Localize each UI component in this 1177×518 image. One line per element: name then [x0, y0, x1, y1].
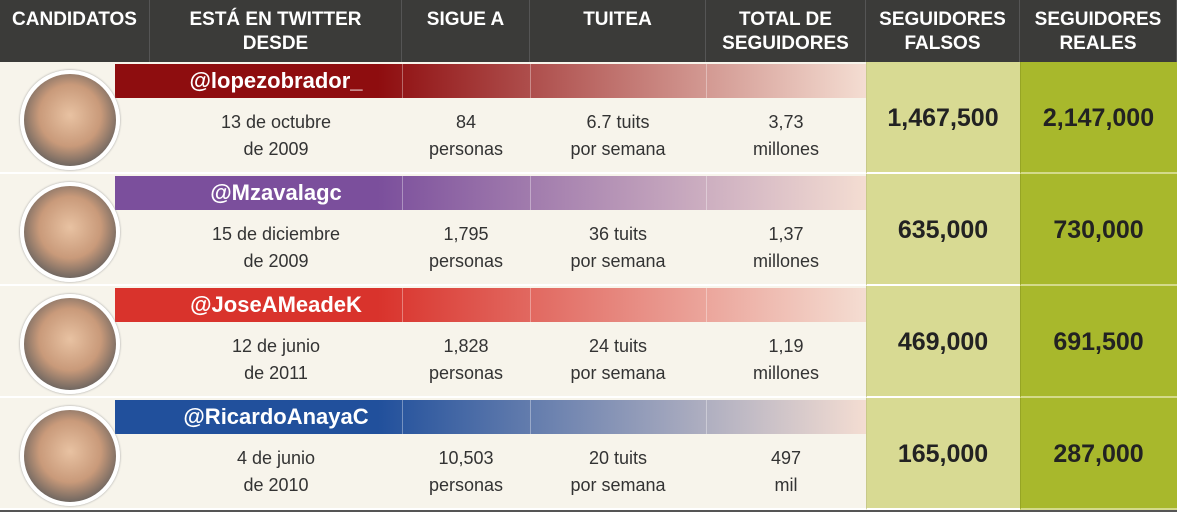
- band-divider: [706, 176, 707, 210]
- band-divider: [706, 288, 707, 322]
- real-followers: 287,000: [1053, 439, 1144, 468]
- fake-bg: [866, 174, 1020, 286]
- band-divider: [706, 400, 707, 434]
- fake-followers: 469,000: [897, 327, 989, 356]
- column-header: SEGUIDORES REALES: [1020, 0, 1177, 62]
- band-divider: [706, 64, 707, 98]
- band-divider: [402, 288, 403, 322]
- tweets-line: por semana: [570, 363, 666, 383]
- tweets-line: 6.7 tuits: [586, 112, 650, 132]
- handle: @RicardoAnayaC: [183, 404, 369, 429]
- tweets-line: 20 tuits: [588, 448, 648, 468]
- real-bg: [1020, 62, 1177, 174]
- real-followers: 730,000: [1053, 215, 1144, 244]
- tweets-line: por semana: [570, 139, 666, 159]
- band-divider: [402, 64, 403, 98]
- bottom-rule: [0, 510, 1177, 512]
- fake-followers: 165,000: [897, 439, 989, 468]
- since-line: de 2011: [244, 363, 308, 383]
- handle: @Mzavalagc: [210, 180, 342, 205]
- follows-line: personas: [428, 251, 504, 271]
- column-header: SEGUIDORES FALSOS: [866, 0, 1020, 62]
- band-divider: [402, 176, 403, 210]
- tweets-line: por semana: [570, 251, 666, 271]
- follows-line: 10,503: [438, 448, 494, 468]
- real-bg: [1020, 398, 1177, 510]
- handle-band: [115, 400, 866, 434]
- total-line: millones: [752, 363, 820, 383]
- column-header: CANDIDATOS: [0, 0, 150, 62]
- tweets-line: 36 tuits: [588, 224, 648, 244]
- photo: [20, 182, 120, 282]
- handle-band: [115, 176, 866, 210]
- column-header: TOTAL DE SEGUIDORES: [706, 0, 866, 62]
- total-line: 497: [770, 448, 802, 468]
- handle: @lopezobrador_: [189, 68, 363, 93]
- band-divider: [402, 400, 403, 434]
- column-header: SIGUE A: [402, 0, 530, 62]
- since-line: de 2010: [243, 475, 309, 495]
- since-line: 15 de diciembre: [211, 224, 341, 244]
- follows-line: 84: [455, 112, 477, 132]
- fake-followers: 635,000: [897, 215, 989, 244]
- since-line: de 2009: [243, 139, 309, 159]
- since-line: 4 de junio: [236, 448, 316, 468]
- fake-bg: [866, 398, 1020, 510]
- band-divider: [530, 64, 531, 98]
- follows-line: personas: [428, 475, 504, 495]
- tweets-line: por semana: [570, 475, 666, 495]
- since-line: de 2009: [243, 251, 309, 271]
- band-divider: [530, 176, 531, 210]
- photo: [20, 294, 120, 394]
- follows-line: personas: [428, 139, 504, 159]
- band-divider: [530, 288, 531, 322]
- total-line: 1,37: [768, 224, 804, 244]
- follows-line: 1,828: [443, 336, 489, 356]
- real-bg: [1020, 286, 1177, 398]
- handle: @JoseAMeadeK: [190, 292, 362, 317]
- band-divider: [530, 400, 531, 434]
- follows-line: personas: [428, 363, 504, 383]
- follows-line: 1,795: [443, 224, 489, 244]
- total-line: millones: [752, 139, 820, 159]
- total-line: millones: [752, 251, 820, 271]
- photo: [20, 406, 120, 506]
- total-line: mil: [774, 475, 798, 495]
- fake-followers: 1,467,500: [887, 103, 999, 132]
- total-line: 1,19: [768, 336, 804, 356]
- real-bg: [1020, 174, 1177, 286]
- column-header: TUITEA: [530, 0, 706, 62]
- real-followers: 2,147,000: [1042, 103, 1155, 132]
- column-header: ESTÁ EN TWITTER DESDE: [150, 0, 402, 62]
- total-line: 3,73: [768, 112, 804, 132]
- fake-bg: [866, 62, 1020, 174]
- since-line: 13 de octubre: [220, 112, 332, 132]
- fake-bg: [866, 286, 1020, 398]
- real-followers: 691,500: [1053, 327, 1144, 356]
- tweets-line: 24 tuits: [588, 336, 648, 356]
- handle-band: [115, 288, 866, 322]
- photo: [20, 70, 120, 170]
- since-line: 12 de junio: [231, 336, 321, 356]
- handle-band: [115, 64, 866, 98]
